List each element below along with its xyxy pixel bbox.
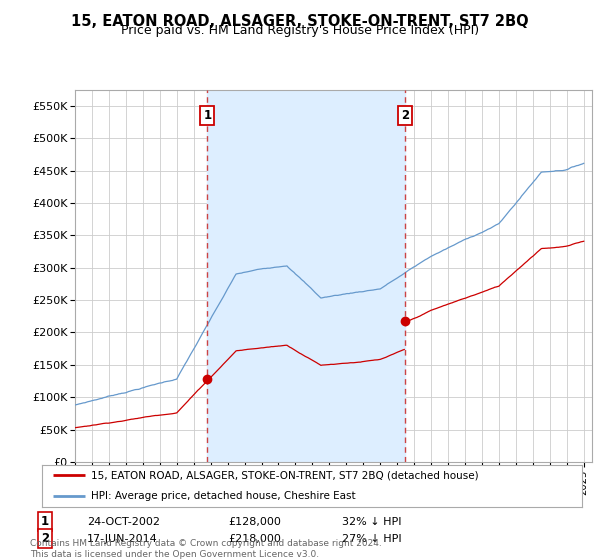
Text: 27% ↓ HPI: 27% ↓ HPI — [342, 534, 401, 544]
Text: 15, EATON ROAD, ALSAGER, STOKE-ON-TRENT, ST7 2BQ: 15, EATON ROAD, ALSAGER, STOKE-ON-TRENT,… — [71, 14, 529, 29]
Text: HPI: Average price, detached house, Cheshire East: HPI: Average price, detached house, Ches… — [91, 491, 355, 501]
Text: £218,000: £218,000 — [228, 534, 281, 544]
Text: 1: 1 — [41, 515, 49, 529]
Bar — [208, 90, 405, 462]
Text: 2: 2 — [41, 532, 49, 545]
Text: 1: 1 — [203, 109, 211, 122]
Text: £128,000: £128,000 — [228, 517, 281, 527]
Text: 17-JUN-2014: 17-JUN-2014 — [87, 534, 158, 544]
Text: 15, EATON ROAD, ALSAGER, STOKE-ON-TRENT, ST7 2BQ (detached house): 15, EATON ROAD, ALSAGER, STOKE-ON-TRENT,… — [91, 470, 478, 480]
Text: Price paid vs. HM Land Registry's House Price Index (HPI): Price paid vs. HM Land Registry's House … — [121, 24, 479, 37]
Text: 24-OCT-2002: 24-OCT-2002 — [87, 517, 160, 527]
Text: 2: 2 — [401, 109, 409, 122]
Text: 32% ↓ HPI: 32% ↓ HPI — [342, 517, 401, 527]
Text: Contains HM Land Registry data © Crown copyright and database right 2024.
This d: Contains HM Land Registry data © Crown c… — [30, 539, 382, 559]
